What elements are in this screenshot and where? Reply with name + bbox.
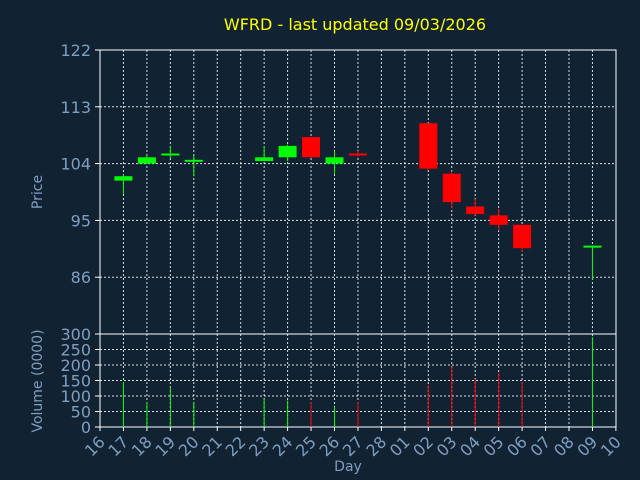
- candle-body: [137, 157, 156, 164]
- chart-title: WFRD - last updated 09/03/2026: [224, 15, 486, 34]
- volume-tick-label: 0: [81, 418, 91, 437]
- price-tick-label: 95: [71, 211, 91, 230]
- candle-body: [466, 206, 485, 215]
- x-axis-ticks: 1617181920212223242526272801020304050607…: [81, 427, 625, 460]
- candles: [114, 123, 602, 280]
- volume-tick-label: 200: [60, 356, 91, 375]
- volume-tick-label: 250: [60, 341, 91, 360]
- candle-body: [161, 153, 180, 156]
- volume-bars: [122, 337, 593, 427]
- volume-tick-label: 150: [60, 372, 91, 391]
- volume-tick-label: 300: [60, 325, 91, 344]
- candle-body: [302, 137, 321, 158]
- price-tick-label: 86: [71, 268, 91, 287]
- candle-body: [114, 176, 133, 181]
- volume-axis-label: Volume (0000): [30, 329, 46, 432]
- candle-body: [583, 245, 602, 248]
- price-grid: [100, 50, 616, 334]
- volume-tick-label: 100: [60, 387, 91, 406]
- candle-body: [442, 173, 461, 203]
- candle-body: [513, 224, 532, 249]
- x-axis-label: Day: [334, 459, 362, 475]
- candle-body: [489, 215, 508, 225]
- candle-body: [255, 157, 274, 162]
- candle-body: [348, 153, 367, 156]
- price-tick-label: 122: [60, 41, 91, 60]
- price-tick-label: 113: [60, 98, 91, 117]
- x-tick-label: 10: [597, 432, 625, 460]
- price-axis-ticks: 122 113 104 95 86: [60, 41, 100, 287]
- candle-body: [419, 123, 438, 169]
- price-tick-label: 104: [60, 155, 91, 174]
- candle-body: [278, 145, 297, 158]
- candle-body: [325, 157, 344, 164]
- volume-tick-label: 50: [71, 403, 91, 422]
- candle-body: [184, 159, 203, 162]
- price-axis-label: Price: [30, 175, 46, 209]
